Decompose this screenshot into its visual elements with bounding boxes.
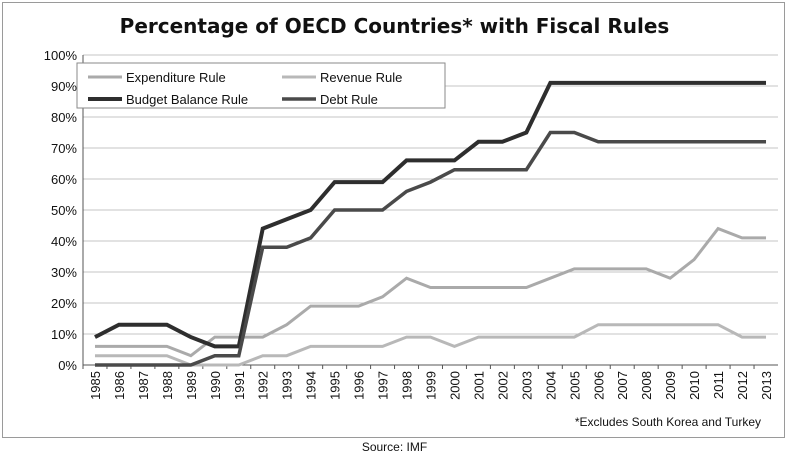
x-tick-label: 2007 bbox=[615, 371, 630, 400]
x-tick-label: 1985 bbox=[88, 371, 103, 400]
x-tick-label: 2003 bbox=[519, 371, 534, 400]
x-tick-label: 2013 bbox=[759, 371, 774, 400]
x-tick-label: 1993 bbox=[280, 371, 295, 400]
y-tick-label: 50% bbox=[51, 203, 77, 218]
legend-label-expenditure-rule: Expenditure Rule bbox=[126, 70, 226, 85]
y-tick-label: 20% bbox=[51, 296, 77, 311]
y-tick-label: 30% bbox=[51, 265, 77, 280]
x-tick-label: 2009 bbox=[663, 371, 678, 400]
x-tick-label: 1999 bbox=[424, 371, 439, 400]
x-tick-label: 2001 bbox=[471, 371, 486, 400]
legend-label-budget-balance-rule: Budget Balance Rule bbox=[126, 92, 248, 107]
x-tick-label: 2004 bbox=[543, 371, 558, 400]
y-tick-label: 40% bbox=[51, 234, 77, 249]
x-tick-label: 1994 bbox=[304, 371, 319, 400]
legend-box bbox=[76, 62, 446, 109]
x-tick-label: 2005 bbox=[567, 371, 582, 400]
chart-footnote: *Excludes South Korea and Turkey bbox=[574, 415, 761, 429]
x-tick-label: 2006 bbox=[591, 371, 606, 400]
y-tick-label: 80% bbox=[51, 110, 77, 125]
chart-title: Percentage of OECD Countries* with Fisca… bbox=[119, 14, 670, 38]
legend-label-revenue-rule: Revenue Rule bbox=[320, 70, 402, 85]
x-tick-label: 2008 bbox=[639, 371, 654, 400]
x-tick-label: 1988 bbox=[160, 371, 175, 400]
x-tick-label: 1992 bbox=[256, 371, 271, 400]
legend-label-debt-rule: Debt Rule bbox=[320, 92, 378, 107]
x-tick-label: 1997 bbox=[376, 371, 391, 400]
x-tick-label: 2000 bbox=[447, 371, 462, 400]
x-tick-label: 1991 bbox=[232, 371, 247, 400]
y-tick-label: 70% bbox=[51, 141, 77, 156]
y-tick-label: 90% bbox=[51, 79, 77, 94]
chart-source: Source: IMF bbox=[361, 440, 428, 454]
x-tick-label: 1990 bbox=[208, 371, 223, 400]
y-tick-label: 60% bbox=[51, 172, 77, 187]
x-tick-label: 2010 bbox=[687, 371, 702, 400]
y-tick-label: 10% bbox=[51, 327, 77, 342]
series-line-budget-balance-rule bbox=[94, 80, 767, 349]
series-line-revenue-rule bbox=[94, 323, 767, 367]
x-tick-label: 1996 bbox=[352, 371, 367, 400]
y-tick-label: 0% bbox=[58, 358, 77, 373]
x-tick-label: 2011 bbox=[711, 371, 726, 399]
x-tick-label: 1998 bbox=[400, 371, 415, 400]
x-tick-label: 2012 bbox=[735, 371, 750, 400]
series-line-debt-rule bbox=[94, 130, 767, 367]
x-tick-label: 1995 bbox=[328, 371, 343, 400]
x-tick-label: 1987 bbox=[136, 371, 151, 400]
chart-frame bbox=[2, 2, 785, 438]
x-tick-label: 1989 bbox=[184, 371, 199, 400]
y-tick-label: 100% bbox=[44, 48, 78, 63]
x-tick-label: 2002 bbox=[495, 371, 510, 400]
x-tick-label: 1986 bbox=[112, 371, 127, 400]
